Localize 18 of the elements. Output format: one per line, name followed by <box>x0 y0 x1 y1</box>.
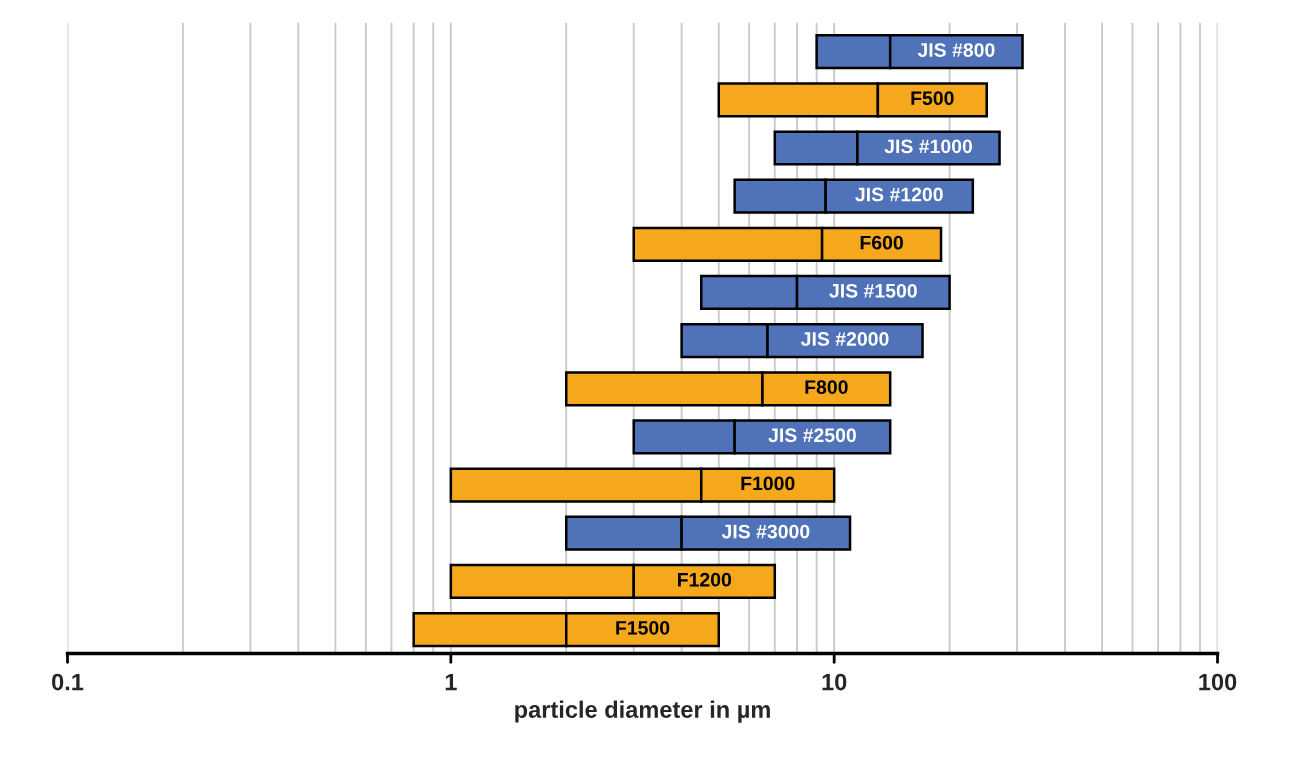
x-tick-label: 100 <box>1199 673 1237 691</box>
y-tick-label: F1000 <box>741 476 795 491</box>
y-tick-label: JIS #2500 <box>768 428 856 443</box>
y-tick-label: JIS #1000 <box>884 139 973 154</box>
y-tick-label: JIS #2000 <box>800 332 889 346</box>
x-tick-label: 1 <box>445 673 457 691</box>
y-tick-label: JIS #1200 <box>855 187 943 202</box>
y-tick-label: F600 <box>860 235 903 250</box>
x-tick-label: 10 <box>822 673 847 691</box>
y-tick-label: JIS #800 <box>917 43 995 57</box>
y-tick-label: JIS #1500 <box>829 283 917 298</box>
y-tick-label: F1500 <box>616 620 670 635</box>
y-tick-label: JIS #3000 <box>721 524 810 539</box>
x-axis-title: particle diameter in µm <box>515 700 770 723</box>
x-tick-label: 0.1 <box>52 673 84 691</box>
y-tick-label: F800 <box>805 380 848 394</box>
y-tick-label: F1200 <box>678 572 732 587</box>
y-tick-label: F500 <box>911 91 954 106</box>
